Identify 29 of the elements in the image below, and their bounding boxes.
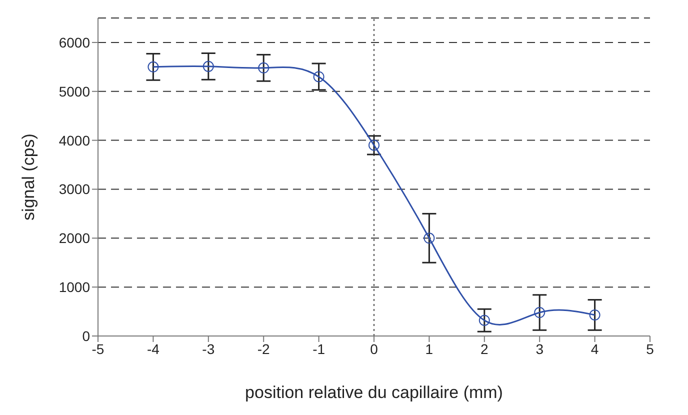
x-tick-label: -4 [146,340,160,357]
x-tick-label: -3 [202,340,215,357]
x-tick-label: 2 [480,340,488,357]
y-tick-label: 4000 [58,132,90,148]
point [148,61,159,72]
x-tick-label: 5 [646,340,654,357]
point [202,60,214,72]
x-tick-label: -5 [92,340,104,357]
point [368,140,380,151]
point [258,62,270,74]
x-tick-label: -2 [257,340,270,357]
y-axis-title: signal (cps) [19,134,38,220]
point [534,307,546,318]
y-tick-label: 0 [82,328,90,344]
x-tick-label: 4 [590,340,599,357]
point [313,71,324,82]
x-tick-label: -1 [312,340,326,357]
point [424,232,435,244]
x-axis-title: position relative du capillaire (mm) [245,383,503,402]
y-tick-label: 6000 [58,34,90,50]
x-tick-label: 1 [425,340,434,357]
y-tick-label: 5000 [58,83,90,100]
x-tick-label: 0 [370,340,378,357]
y-tick-label: 1000 [58,279,90,296]
point [478,314,490,326]
point [589,309,600,320]
y-tick-label: 3000 [58,181,90,198]
y-tick-label: 2000 [58,230,90,246]
x-tick-label: 3 [536,340,544,357]
